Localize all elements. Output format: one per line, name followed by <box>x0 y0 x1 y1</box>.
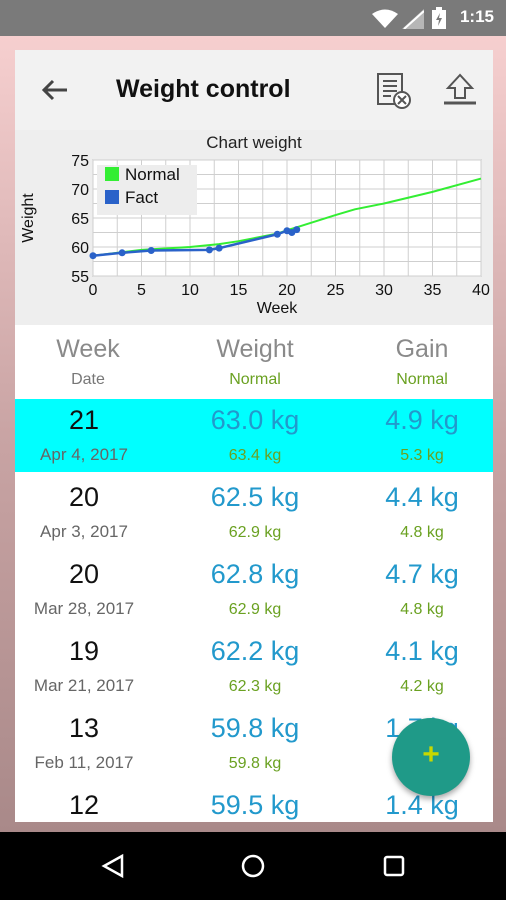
row-week: 19 <box>68 636 100 666</box>
data-point <box>147 246 155 254</box>
row-date: Mar 28, 2017 <box>33 599 135 618</box>
row-gain: 4.9 kg <box>385 405 459 435</box>
x-axis-label: Week <box>257 300 299 317</box>
list-item[interactable]: 20 Apr 3, 2017 62.5 kg 62.9 kg 4.4 kg 4.… <box>15 476 493 549</box>
x-tick-label: 25 <box>327 282 345 299</box>
x-tick-label: 20 <box>278 282 296 299</box>
row-date: Mar 21, 2017 <box>33 676 135 695</box>
row-weight-normal: 62.9 kg <box>228 601 282 618</box>
legend-label-fact: Fact <box>125 188 158 207</box>
row-gain-normal: 4.8 kg <box>400 601 444 618</box>
legend-swatch-normal <box>105 167 119 181</box>
list-item[interactable]: 19 Mar 21, 2017 62.2 kg 62.3 kg 4.1 kg 4… <box>15 630 493 703</box>
nav-back-icon[interactable] <box>100 853 126 879</box>
x-tick-label: 5 <box>137 282 146 299</box>
row-weight: 62.8 kg <box>210 559 300 589</box>
clock: 1:15 <box>459 7 494 26</box>
x-tick-label: 35 <box>424 282 442 299</box>
y-tick-label: 70 <box>71 182 89 199</box>
table-header: Week Date Weight Normal Gain Normal <box>15 325 493 395</box>
row-week: 21 <box>68 405 100 435</box>
add-icon: + <box>422 738 440 771</box>
list-item[interactable]: 20 Mar 28, 2017 62.8 kg 62.9 kg 4.7 kg 4… <box>15 553 493 626</box>
x-tick-label: 0 <box>89 282 98 299</box>
row-week: 20 <box>68 482 100 512</box>
row-weight-normal: 62.9 kg <box>228 524 282 541</box>
header-gain: Gain <box>395 335 449 363</box>
chart-svg: 0 5 10 15 20 25 30 35 40 55 60 65 70 75 Week Weight Norm… <box>20 153 490 317</box>
x-tick-label: 40 <box>472 282 490 299</box>
row-weight: 59.5 kg <box>210 790 300 820</box>
row-week: 12 <box>68 790 100 820</box>
battery-icon <box>432 7 446 29</box>
chart-title: Chart weight <box>206 133 302 152</box>
row-gain-normal: 5.3 kg <box>400 447 444 464</box>
header-weight-normal: Normal <box>229 371 281 388</box>
data-point <box>215 244 223 252</box>
data-point <box>118 249 126 257</box>
y-tick-label: 55 <box>71 269 89 286</box>
legend-label-normal: Normal <box>125 165 180 184</box>
row-gain: 1.4 kg <box>385 790 459 820</box>
page-title: Weight control <box>116 75 291 103</box>
row-gain: 4.4 kg <box>385 482 459 512</box>
row-weight: 59.8 kg <box>210 713 300 743</box>
nav-home-icon[interactable] <box>240 853 266 879</box>
row-gain-normal: 4.2 kg <box>400 678 444 695</box>
data-point <box>205 246 213 254</box>
row-date: Apr 3, 2017 <box>40 522 128 541</box>
row-weight: 63.0 kg <box>210 405 300 435</box>
status-bar: 1:15 <box>0 0 506 36</box>
back-arrow-icon[interactable] <box>39 74 71 106</box>
data-point <box>293 226 301 234</box>
navigation-bar <box>0 832 506 900</box>
data-point <box>273 230 281 238</box>
x-tick-label: 30 <box>375 282 393 299</box>
x-tick-label: 15 <box>230 282 248 299</box>
list-item[interactable]: 12 59.5 kg 1.4 kg <box>15 784 493 822</box>
row-date: Feb 11, 2017 <box>34 753 134 772</box>
clear-list-icon[interactable] <box>375 72 413 110</box>
nav-recents-icon[interactable] <box>382 854 406 878</box>
header-date: Date <box>71 371 105 388</box>
legend-swatch-fact <box>105 190 119 204</box>
row-weight: 62.2 kg <box>210 636 300 666</box>
header-weight: Weight <box>216 335 294 363</box>
row-gain: 4.1 kg <box>385 636 459 666</box>
row-week: 13 <box>68 713 100 743</box>
row-weight-normal: 63.4 kg <box>228 447 282 464</box>
x-tick-label: 10 <box>181 282 199 299</box>
row-week: 20 <box>68 559 100 589</box>
row-gain: 4.7 kg <box>385 559 459 589</box>
row-weight-normal: 59.8 kg <box>228 755 282 772</box>
header-week: Week <box>56 335 120 363</box>
list-item[interactable]: 21 Apr 4, 2017 63.0 kg 63.4 kg 4.9 kg 5.… <box>15 399 493 472</box>
row-gain-normal: 4.8 kg <box>400 524 444 541</box>
y-tick-label: 75 <box>71 153 89 170</box>
row-date: Apr 4, 2017 <box>40 445 128 464</box>
signal-icon <box>402 9 424 29</box>
y-axis-label: Weight <box>20 193 37 243</box>
main-card: Weight control Chart weight 0 5 10 15 20 25 30… <box>15 50 493 822</box>
y-tick-label: 65 <box>71 211 89 228</box>
header-gain-normal: Normal <box>396 371 448 388</box>
toolbar: Weight control <box>15 50 493 130</box>
add-entry-button[interactable]: + <box>392 718 470 796</box>
weight-chart: Chart weight 0 5 10 15 20 25 30 35 40 55 60 65 70 75 W… <box>15 130 493 325</box>
row-weight-normal: 62.3 kg <box>228 678 282 695</box>
row-weight: 62.5 kg <box>210 482 300 512</box>
y-tick-label: 60 <box>71 240 89 257</box>
upload-icon[interactable] <box>441 72 479 108</box>
wifi-icon <box>372 9 398 28</box>
data-point <box>89 252 97 260</box>
